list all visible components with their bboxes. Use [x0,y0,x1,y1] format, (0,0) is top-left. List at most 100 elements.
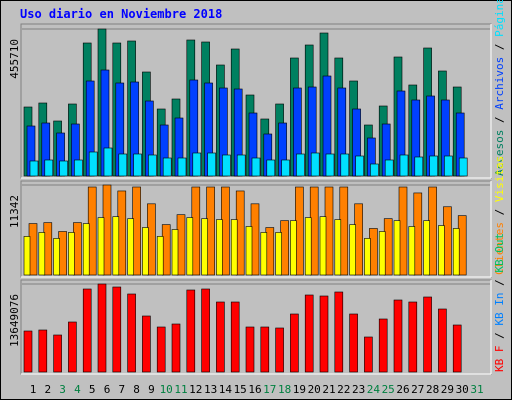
bar [452,228,460,276]
x-tick-label: 29 [441,383,454,396]
bar [192,152,202,177]
x-tick-label: 23 [352,383,365,396]
bar [260,326,270,373]
legend-entry: Archivos [493,57,506,110]
panel [20,279,492,375]
x-tick-label: 17 [263,383,276,396]
bar [423,220,430,276]
bar [334,219,342,276]
legend: Clientes / Visitas [493,156,506,275]
bar [275,327,284,373]
x-tick-label: 31 [470,383,483,396]
bar [207,152,216,177]
x-tick-label: 13 [204,383,217,396]
bar [38,329,48,373]
bar [68,232,75,276]
x-tick-label: 30 [456,383,469,396]
x-tick-label: 7 [118,383,125,396]
bar [53,334,62,373]
bar [290,220,297,276]
bar [88,151,98,177]
bar [458,157,468,177]
bar [230,219,238,276]
bar [156,326,166,373]
bar [201,218,208,276]
bar [251,157,261,177]
x-tick-label: 25 [382,383,395,396]
chart-title: Uso diario en Noviembre 2018 [20,7,222,21]
x-tick-label: 14 [219,383,233,396]
y-tick-label: 13649076 [8,294,21,347]
legend-separator: / [493,273,506,293]
x-tick-label: 15 [234,383,247,396]
x-tick-label: 5 [89,383,96,396]
legend-entry: KB F [493,346,506,373]
bar [275,232,282,276]
bar [304,294,314,373]
bar [378,231,386,276]
bar [429,155,438,177]
bar [112,216,120,276]
x-tick-label: 19 [293,383,306,396]
bar [68,321,77,373]
x-tick-label: 21 [322,383,335,396]
x-tick-label: 9 [148,383,155,396]
bar [53,238,60,276]
y-tick-label: 11342 [8,195,21,228]
bar [127,218,134,276]
bar [118,153,128,177]
legend-separator: / [493,326,506,346]
bar [82,288,92,373]
bar [266,159,276,177]
bar [378,318,388,373]
x-tick-label: 2 [44,383,51,396]
bar [177,157,187,177]
x-tick-label: 27 [411,383,424,396]
bar [142,315,151,373]
x-tick-label: 8 [133,383,140,396]
x-tick-label: 6 [104,383,111,396]
x-tick-label: 20 [308,383,321,396]
y-tick-label: 455710 [8,39,21,79]
bar [414,156,424,177]
bar [319,216,327,276]
bar [23,236,31,276]
x-tick-label: 10 [160,383,173,396]
x-tick-label: 4 [74,383,81,396]
bar [171,323,181,373]
bar [260,232,268,276]
bar [97,283,107,373]
bar [304,217,312,276]
x-tick-label: 26 [396,383,409,396]
bar [82,223,90,276]
bar [340,153,350,177]
bar [319,295,329,373]
bar [438,308,447,373]
bar [423,296,432,373]
bar [230,301,240,373]
bar [384,159,394,177]
x-tick-label: 16 [248,383,261,396]
bar [97,217,105,276]
x-tick-label: 11 [174,383,187,396]
bar [393,220,401,276]
bar [349,224,356,276]
bar [222,154,231,177]
x-tick-label: 18 [278,383,291,396]
bar [408,226,416,276]
bar [133,153,142,177]
bar [112,286,122,373]
bar [236,154,246,177]
bar [349,313,358,373]
legend-entry: Accesos [493,130,506,176]
bar [127,293,136,373]
x-tick-label: 28 [426,383,439,396]
legend-entry: Visitas [493,156,506,202]
legend-entry: KB In [493,293,506,326]
bar [355,155,364,177]
bar [245,326,255,373]
legend: KB F / KB In / KB Out [493,233,506,372]
bar [38,232,46,276]
bar [186,289,196,373]
